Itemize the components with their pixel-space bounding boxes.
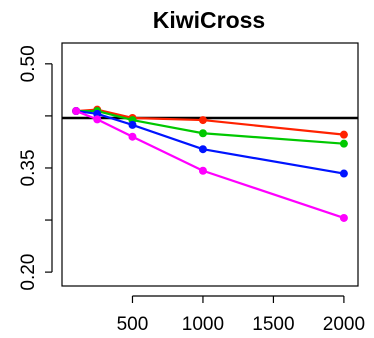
series-2-point: [198, 129, 207, 138]
series-3-point: [93, 109, 102, 118]
y-axis: 0.20 0.35 0.50: [18, 45, 53, 291]
series-line-1: [76, 108, 345, 136]
series-line-2: [76, 109, 344, 145]
x-tick-label: 1000: [182, 314, 224, 335]
plot-area-frame: [61, 42, 359, 287]
series-4-point: [339, 213, 348, 222]
x-tick-label: 2000: [323, 314, 365, 335]
series-group: [72, 105, 348, 222]
y-tick-label: 0.20: [18, 254, 39, 291]
series-4-point: [198, 166, 207, 175]
y-tick-label: 0.50: [18, 45, 39, 82]
x-axis: 500 1000 1500 2000: [117, 295, 365, 335]
series-3-point: [128, 120, 137, 129]
x-tick-label: 500: [117, 314, 149, 335]
series-4-point: [72, 107, 81, 116]
y-tick-label: 0.35: [18, 149, 39, 186]
series-1-point: [198, 116, 207, 125]
series-line-4: [75, 110, 345, 220]
series-1-point: [339, 130, 348, 139]
series-2-point: [339, 139, 348, 148]
series-4-point: [128, 132, 137, 141]
x-tick-label: 1500: [252, 314, 294, 335]
series-4-point: [93, 115, 102, 124]
chart-title: KiwiCross: [153, 7, 265, 33]
series-3-point: [339, 169, 348, 178]
series-3-point: [198, 145, 207, 154]
